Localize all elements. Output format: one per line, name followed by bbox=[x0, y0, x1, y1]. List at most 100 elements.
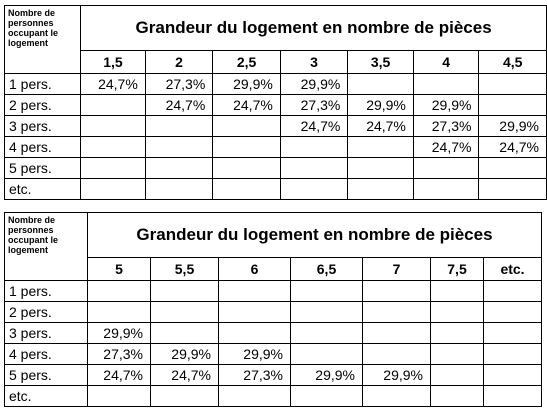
table-cell: 29,9% bbox=[347, 94, 414, 116]
table-cell: 29,9% bbox=[412, 94, 480, 116]
table-cell bbox=[87, 280, 151, 302]
table-cell: 24,7% bbox=[478, 136, 547, 158]
table-row: 1 pers. 24,7% 27,3% 29,9% 29,9% bbox=[3, 73, 547, 95]
table-cell: 27,3% bbox=[87, 343, 151, 365]
table-cell bbox=[279, 136, 349, 158]
table-cell bbox=[430, 364, 484, 386]
table-cell bbox=[478, 178, 547, 200]
table-cell bbox=[144, 178, 214, 200]
table-row: 2 pers. bbox=[4, 301, 542, 323]
table-cell bbox=[430, 385, 484, 407]
table-cell bbox=[347, 178, 414, 200]
column-header: 3,5 bbox=[347, 50, 414, 74]
table-cell: 27,3% bbox=[218, 364, 291, 386]
table-cell: 24,7% bbox=[212, 94, 281, 116]
table-cell bbox=[150, 301, 219, 323]
table-cell bbox=[80, 136, 146, 158]
table-cell bbox=[478, 73, 547, 95]
table-cell bbox=[290, 385, 363, 407]
table-cell bbox=[80, 157, 146, 179]
table-cell bbox=[218, 280, 291, 302]
row-label: 5 pers. bbox=[4, 364, 88, 386]
table-cell bbox=[290, 343, 363, 365]
table-cell bbox=[290, 280, 363, 302]
table-cell bbox=[87, 301, 151, 323]
table-cell: 29,9% bbox=[362, 364, 431, 386]
table-row: 4 pers. 27,3% 29,9% 29,9% bbox=[4, 343, 542, 365]
column-header: etc. bbox=[483, 257, 542, 281]
column-header: 6,5 bbox=[290, 257, 363, 281]
table-cell bbox=[362, 385, 431, 407]
column-header: 7,5 bbox=[430, 257, 484, 281]
table-cell bbox=[483, 385, 542, 407]
table-row: etc. bbox=[3, 178, 547, 200]
table-row: 2 pers. 24,7% 24,7% 27,3% 29,9% 29,9% bbox=[3, 94, 547, 116]
table-row: 5 pers. 24,7% 24,7% 27,3% 29,9% 29,9% bbox=[4, 364, 542, 386]
table-cell bbox=[150, 322, 219, 344]
table-cell: 24,7% bbox=[412, 136, 480, 158]
table-cell: 27,3% bbox=[144, 73, 214, 95]
table-cell: 29,9% bbox=[150, 343, 219, 365]
column-header: 4,5 bbox=[478, 50, 547, 74]
column-header: 5 bbox=[87, 257, 151, 281]
table-row: 3 pers. 29,9% bbox=[4, 322, 542, 344]
table-cell bbox=[430, 322, 484, 344]
occupancy-table-1: Nombre de personnes occupant le logement… bbox=[3, 5, 547, 200]
table-cell bbox=[347, 136, 414, 158]
table-cell bbox=[362, 343, 431, 365]
table-row: 4 pers. 24,7% 24,7% bbox=[3, 136, 547, 158]
column-header: 3 bbox=[279, 50, 349, 74]
table-cell: 24,7% bbox=[80, 73, 146, 95]
table-cell: 24,7% bbox=[144, 94, 214, 116]
table-cell bbox=[483, 322, 542, 344]
occupancy-table-2: Nombre de personnes occupant le logement… bbox=[4, 212, 542, 407]
table-cell bbox=[290, 301, 363, 323]
table-cell: 29,9% bbox=[478, 115, 547, 137]
table-cell: 27,3% bbox=[412, 115, 480, 137]
table-cell bbox=[212, 178, 281, 200]
row-label: 1 pers. bbox=[4, 280, 88, 302]
column-header: 6 bbox=[218, 257, 291, 281]
table-cell bbox=[144, 136, 214, 158]
table-cell bbox=[80, 178, 146, 200]
row-label: 4 pers. bbox=[4, 343, 88, 365]
row-label: 4 pers. bbox=[3, 136, 82, 158]
table-cell bbox=[87, 385, 151, 407]
table-cell bbox=[483, 301, 542, 323]
row-label: 2 pers. bbox=[4, 301, 88, 323]
table-title: Grandeur du logement en nombre de pièces bbox=[80, 5, 547, 51]
table-cell bbox=[290, 322, 363, 344]
column-header: 2,5 bbox=[212, 50, 281, 74]
table-cell bbox=[218, 322, 291, 344]
table-cell: 29,9% bbox=[218, 343, 291, 365]
table-cell bbox=[212, 136, 281, 158]
table-cell bbox=[218, 385, 291, 407]
column-header: 4 bbox=[412, 50, 480, 74]
table-cell bbox=[279, 157, 349, 179]
corner-label: Nombre de personnes occupant le logement bbox=[4, 212, 88, 281]
row-label: 1 pers. bbox=[3, 73, 82, 95]
table-cell bbox=[144, 157, 214, 179]
table-cell bbox=[362, 301, 431, 323]
column-header: 1,5 bbox=[80, 50, 146, 74]
table-cell bbox=[483, 364, 542, 386]
row-label: etc. bbox=[4, 385, 88, 407]
corner-label: Nombre de personnes occupant le logement bbox=[3, 5, 82, 74]
table-cell: 24,7% bbox=[87, 364, 151, 386]
table-row: 1 pers. bbox=[4, 280, 542, 302]
table-cell bbox=[412, 178, 480, 200]
table-cell: 29,9% bbox=[212, 73, 281, 95]
table-cell: 27,3% bbox=[279, 94, 349, 116]
table-cell bbox=[430, 280, 484, 302]
table-cell bbox=[212, 157, 281, 179]
table-cell bbox=[478, 157, 547, 179]
table-cell bbox=[430, 343, 484, 365]
table-cell bbox=[412, 73, 480, 95]
column-header: 7 bbox=[362, 257, 431, 281]
table-cell bbox=[347, 73, 414, 95]
table-cell: 24,7% bbox=[150, 364, 219, 386]
table-row: 5 pers. bbox=[3, 157, 547, 179]
table-cell: 24,7% bbox=[347, 115, 414, 137]
table-cell bbox=[80, 115, 146, 137]
table-cell bbox=[483, 280, 542, 302]
